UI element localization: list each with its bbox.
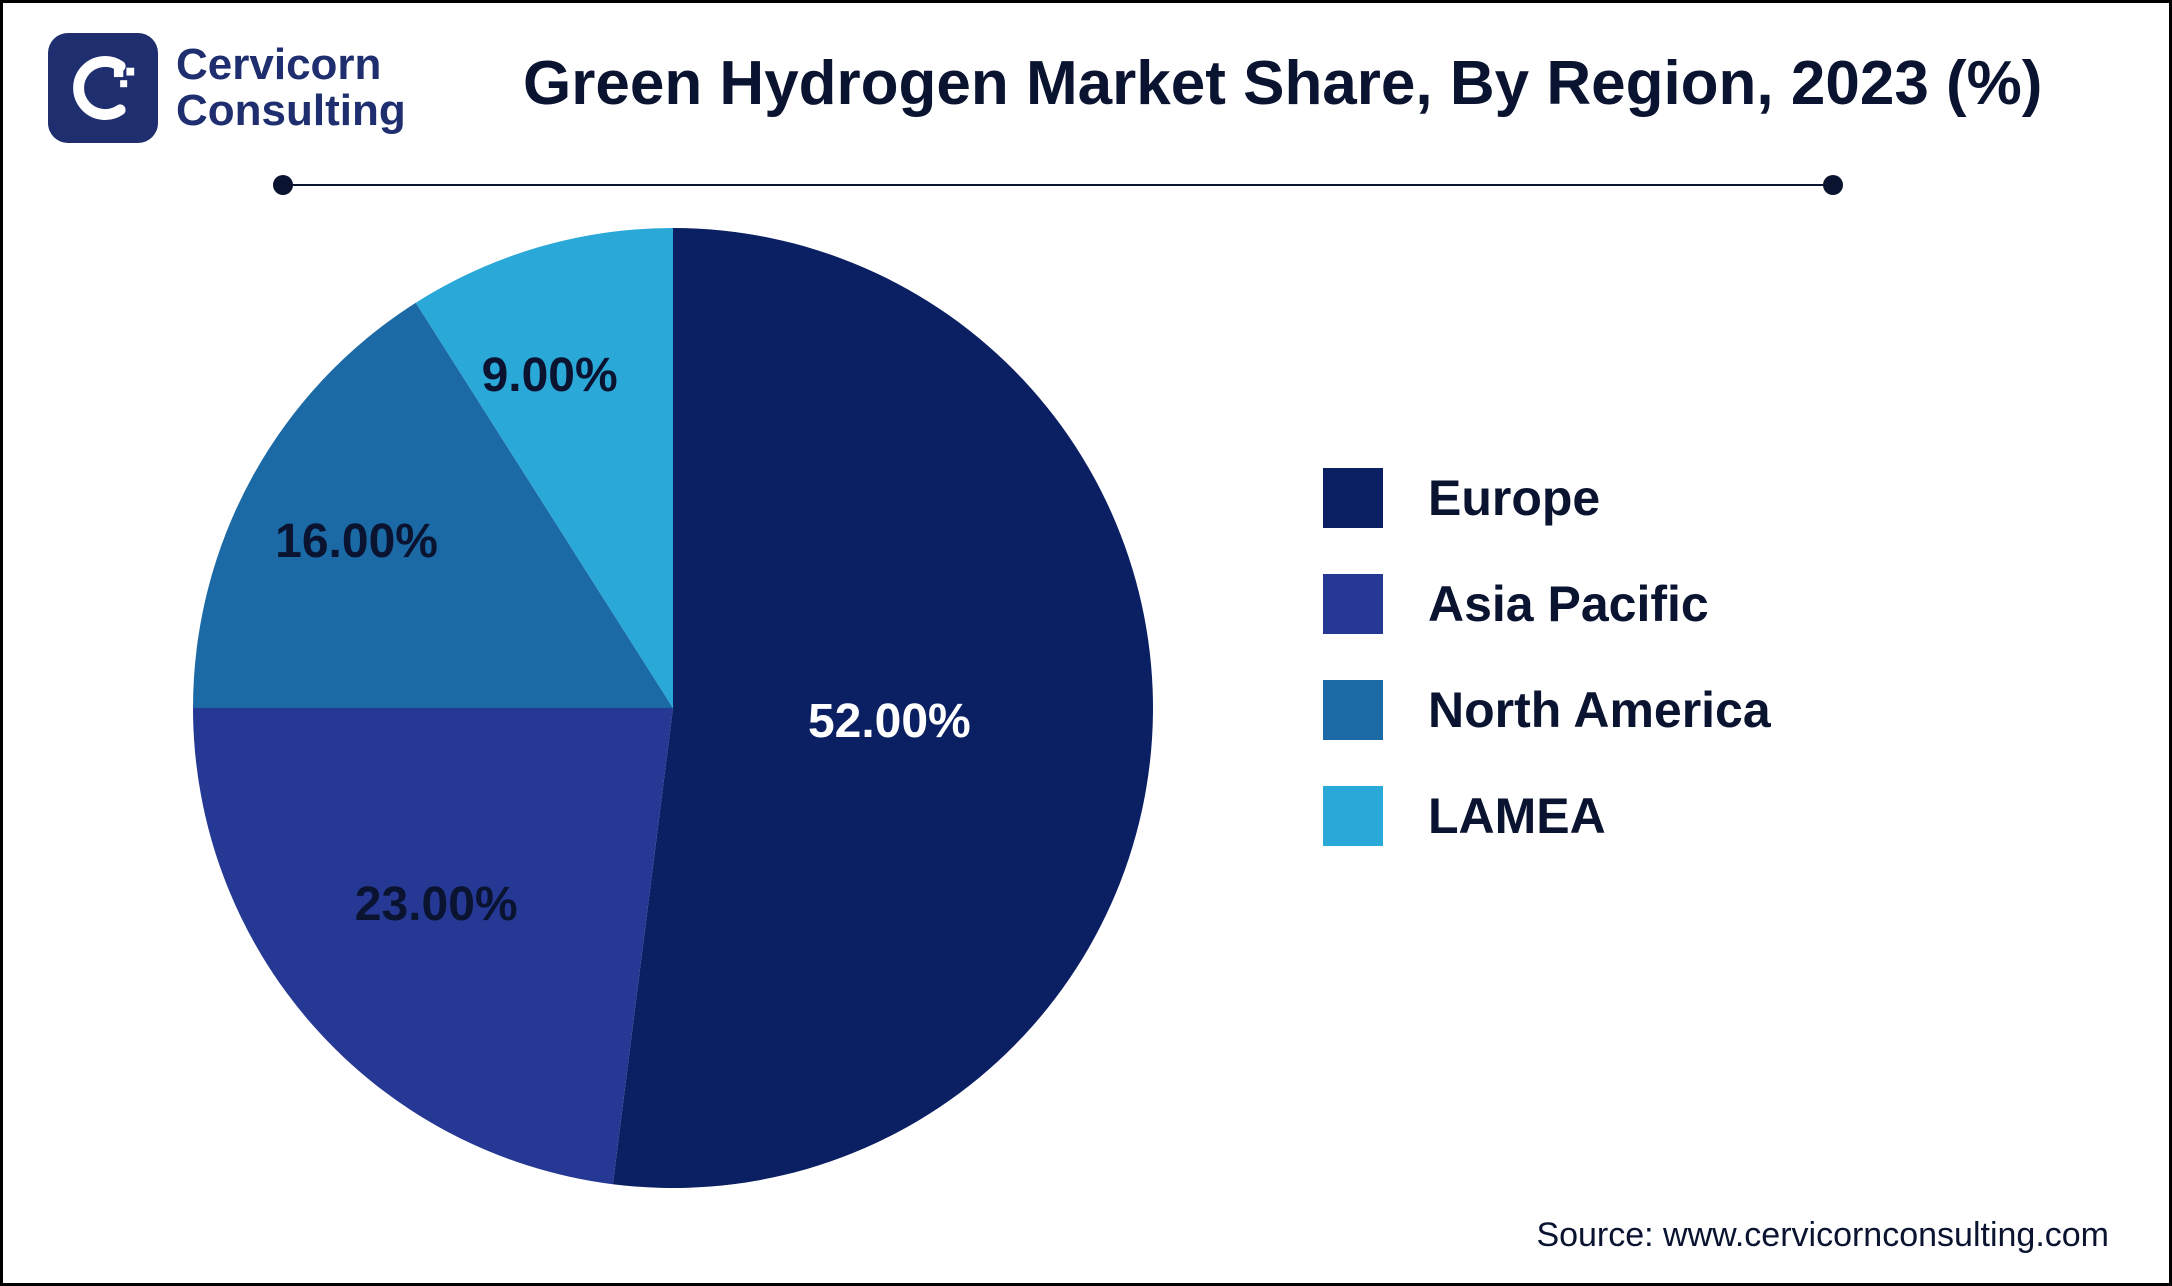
brand-mark-icon [48,33,158,143]
legend-item: LAMEA [1323,786,1771,846]
slice-label: 16.00% [275,514,438,569]
legend-item: Asia Pacific [1323,574,1771,634]
brand-logo: Cervicorn Consulting [48,33,406,143]
legend: Europe Asia Pacific North America LAMEA [1323,468,1771,846]
slice-label: 9.00% [482,348,618,403]
legend-item: North America [1323,680,1771,740]
slice-label: 52.00% [808,694,971,749]
title-divider [283,175,1833,195]
legend-label: North America [1428,681,1771,739]
pie-slice-asia-pacific [193,708,673,1184]
pie-chart: 52.00% 23.00% 16.00% 9.00% [193,228,1153,1188]
legend-label: Europe [1428,469,1600,527]
legend-item: Europe [1323,468,1771,528]
brand-name: Cervicorn Consulting [176,42,406,134]
slice-label: 23.00% [355,877,518,932]
brand-line1: Cervicorn [176,42,406,88]
legend-swatch-icon [1323,468,1383,528]
chart-title: Green Hydrogen Market Share, By Region, … [523,48,2042,119]
legend-swatch-icon [1323,786,1383,846]
legend-swatch-icon [1323,680,1383,740]
chart-frame: Cervicorn Consulting Green Hydrogen Mark… [0,0,2172,1286]
source-text: Source: www.cervicornconsulting.com [1536,1216,2109,1255]
legend-swatch-icon [1323,574,1383,634]
legend-label: LAMEA [1428,787,1606,845]
brand-line2: Consulting [176,88,406,134]
legend-label: Asia Pacific [1428,575,1709,633]
